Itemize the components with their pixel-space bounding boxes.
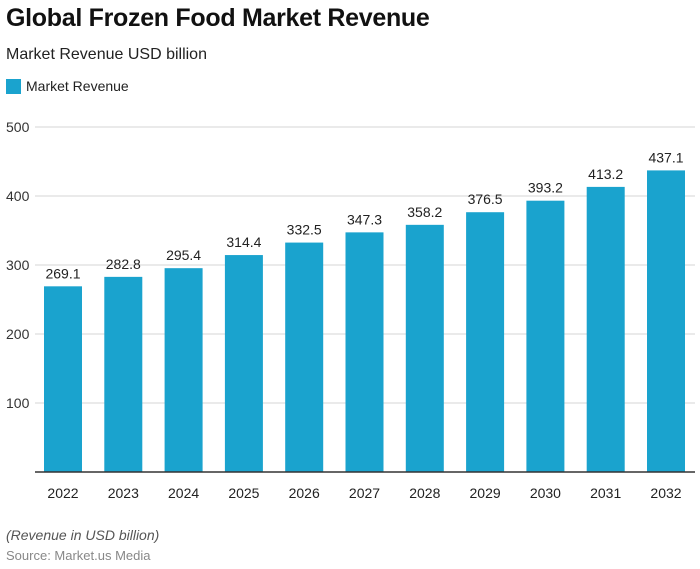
data-label: 413.2 <box>588 166 623 182</box>
x-tick-label: 2022 <box>47 485 78 501</box>
x-tick-label: 2025 <box>228 485 259 501</box>
data-label: 314.4 <box>226 234 261 250</box>
bar <box>285 242 324 472</box>
data-label: 347.3 <box>347 211 382 227</box>
data-label: 295.4 <box>166 247 201 263</box>
chart-source: Source: Market.us Media <box>6 548 151 563</box>
y-tick-label: 300 <box>6 257 30 273</box>
bar <box>466 212 505 472</box>
x-tick-label: 2032 <box>650 485 681 501</box>
legend-swatch <box>6 78 21 94</box>
y-tick-label: 100 <box>6 395 30 411</box>
legend-label: Market Revenue <box>26 78 129 94</box>
x-tick-label: 2031 <box>590 485 621 501</box>
y-tick-label: 200 <box>6 326 30 342</box>
chart-subtitle: Market Revenue USD billion <box>6 46 207 63</box>
bar <box>44 286 82 472</box>
x-tick-label: 2023 <box>108 485 139 501</box>
chart-note: (Revenue in USD billion) <box>6 527 160 543</box>
data-label: 358.2 <box>407 204 442 220</box>
y-tick-label: 500 <box>6 119 30 135</box>
data-label: 376.5 <box>468 191 503 207</box>
bar <box>586 186 625 472</box>
y-tick-label: 400 <box>6 188 30 204</box>
data-label: 282.8 <box>106 256 141 272</box>
x-tick-label: 2024 <box>168 485 199 501</box>
data-label: 393.2 <box>528 180 563 196</box>
bar <box>164 268 203 472</box>
bar <box>104 276 143 472</box>
data-label: 437.1 <box>648 149 683 165</box>
bar <box>647 170 685 472</box>
data-label: 332.5 <box>287 222 322 238</box>
bar <box>526 200 565 472</box>
chart-title: Global Frozen Food Market Revenue <box>6 4 430 32</box>
data-label: 269.1 <box>45 265 80 281</box>
x-tick-label: 2030 <box>530 485 561 501</box>
bar <box>345 232 384 472</box>
x-tick-label: 2026 <box>289 485 320 501</box>
x-tick-label: 2028 <box>409 485 440 501</box>
bar <box>224 255 263 472</box>
x-tick-label: 2027 <box>349 485 380 501</box>
legend: Market Revenue <box>6 78 129 94</box>
x-tick-label: 2029 <box>470 485 501 501</box>
bar <box>405 224 444 472</box>
